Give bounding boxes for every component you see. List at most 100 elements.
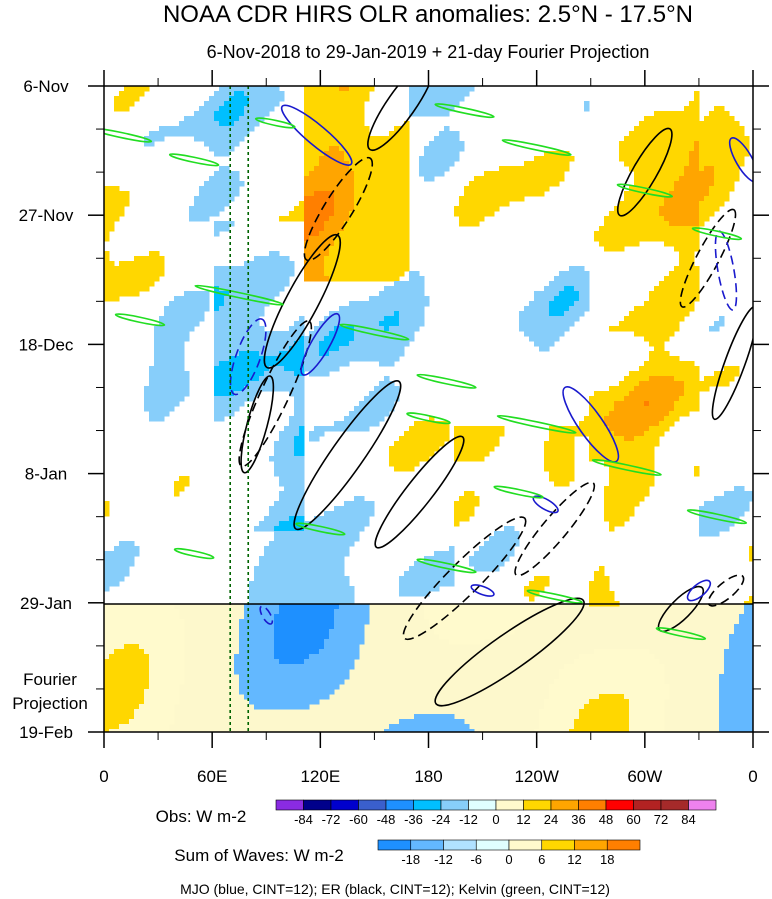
- field-cell: [344, 321, 350, 327]
- field-cell: [249, 266, 255, 272]
- field-cell: [154, 326, 160, 332]
- field-cell: [384, 251, 390, 257]
- field-cell: [579, 306, 585, 312]
- field-cell: [484, 176, 490, 182]
- field-cell: [664, 186, 670, 192]
- field-cell: [359, 151, 365, 157]
- field-cell: [254, 331, 260, 337]
- field-cell: [154, 396, 160, 402]
- field-cell: [734, 126, 740, 132]
- field-cell: [569, 456, 575, 462]
- field-cell: [719, 171, 725, 177]
- field-cell: [219, 186, 225, 192]
- field-cell: [624, 231, 630, 237]
- field-cell: [154, 331, 160, 337]
- field-cell: [664, 161, 670, 167]
- field-cell: [549, 446, 555, 452]
- field-cell: [299, 571, 305, 577]
- field-cell: [644, 161, 650, 167]
- field-cell: [549, 311, 555, 317]
- field-cell: [579, 296, 585, 302]
- field-cell: [434, 571, 440, 577]
- field-cell: [354, 186, 360, 192]
- field-cell: [259, 271, 265, 277]
- field-cell: [219, 311, 225, 317]
- field-cell: [389, 211, 395, 217]
- field-cell: [314, 586, 320, 592]
- field-cell: [309, 106, 315, 112]
- field-cell: [304, 166, 310, 172]
- field-cell: [254, 566, 260, 572]
- field-cell: [734, 511, 740, 517]
- field-cell: [729, 131, 735, 137]
- field-cell: [399, 286, 405, 292]
- field-cell: [114, 551, 120, 557]
- field-cell: [329, 336, 335, 342]
- field-cell: [329, 116, 335, 122]
- field-cell: [284, 496, 290, 502]
- field-cell: [609, 451, 615, 457]
- field-cell: [649, 461, 655, 467]
- projection-cell: [424, 604, 430, 610]
- field-cell: [254, 351, 260, 357]
- field-cell: [679, 366, 685, 372]
- field-cell: [489, 441, 495, 447]
- field-cell: [239, 126, 245, 132]
- field-cell: [589, 591, 595, 597]
- field-cell: [389, 321, 395, 327]
- field-cell: [294, 516, 300, 522]
- field-cell: [169, 371, 175, 377]
- field-cell: [314, 251, 320, 257]
- field-cell: [319, 426, 325, 432]
- field-cell: [254, 111, 260, 117]
- field-cell: [344, 261, 350, 267]
- field-cell: [539, 156, 545, 162]
- field-cell: [574, 431, 580, 437]
- field-cell: [114, 546, 120, 552]
- field-cell: [699, 171, 705, 177]
- field-cell: [414, 566, 420, 572]
- field-cell: [339, 111, 345, 117]
- field-cell: [199, 301, 205, 307]
- field-cell: [229, 336, 235, 342]
- field-cell: [359, 301, 365, 307]
- field-cell: [489, 566, 495, 572]
- field-cell: [529, 311, 535, 317]
- field-cell: [524, 591, 530, 597]
- field-cell: [299, 376, 305, 382]
- field-cell: [424, 301, 430, 307]
- field-cell: [229, 191, 235, 197]
- field-cell: [269, 576, 275, 582]
- field-cell: [344, 516, 350, 522]
- field-cell: [384, 166, 390, 172]
- field-cell: [179, 121, 185, 127]
- field-cell: [274, 291, 280, 297]
- field-cell: [714, 136, 720, 142]
- field-cell: [354, 411, 360, 417]
- field-cell: [604, 236, 610, 242]
- field-cell: [279, 361, 285, 367]
- field-cell: [359, 106, 365, 112]
- field-cell: [224, 351, 230, 357]
- field-cell: [544, 346, 550, 352]
- field-cell: [104, 551, 110, 557]
- field-cell: [689, 116, 695, 122]
- projection-cell: [154, 609, 160, 615]
- field-cell: [659, 201, 665, 207]
- field-cell: [104, 511, 110, 517]
- field-cell: [369, 206, 375, 212]
- field-cell: [144, 396, 150, 402]
- field-cell: [274, 511, 280, 517]
- field-cell: [564, 291, 570, 297]
- field-cell: [694, 141, 700, 147]
- field-cell: [649, 206, 655, 212]
- field-cell: [704, 121, 710, 127]
- field-cell: [644, 451, 650, 457]
- field-cell: [299, 216, 305, 222]
- field-cell: [639, 326, 645, 332]
- field-cell: [194, 111, 200, 117]
- field-cell: [614, 406, 620, 412]
- field-cell: [634, 396, 640, 402]
- field-cell: [349, 536, 355, 542]
- field-cell: [124, 291, 130, 297]
